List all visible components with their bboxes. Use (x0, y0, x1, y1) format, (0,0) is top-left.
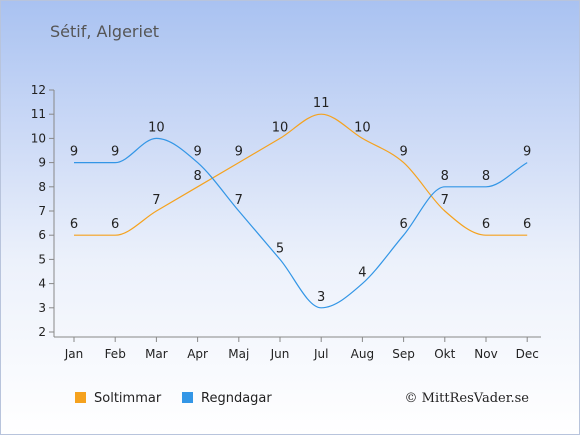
data-label-soltimmar: 9 (235, 145, 243, 160)
data-label-soltimmar: 10 (354, 120, 371, 135)
y-tick-label: 7 (38, 204, 46, 218)
y-tick-label: 5 (38, 252, 46, 266)
y-tick-label: 2 (38, 325, 46, 339)
data-label-regndagar: 9 (111, 145, 119, 160)
data-label-regndagar: 6 (399, 217, 407, 232)
x-tick-label: Apr (187, 347, 208, 361)
series-line-soltimmar (74, 113, 528, 236)
legend-item-soltimmar: Soltimmar (75, 391, 161, 406)
x-tick-label: Feb (105, 347, 126, 361)
x-tick-label: Nov (474, 347, 497, 361)
legend-swatch-regndagar (182, 392, 193, 403)
x-tick-label: Okt (434, 347, 455, 361)
data-label-soltimmar: 11 (313, 96, 330, 111)
data-label-regndagar: 4 (358, 266, 366, 281)
data-label-regndagar: 8 (482, 169, 490, 184)
x-tick-label: Mar (145, 347, 168, 361)
legend-label-soltimmar: Soltimmar (94, 391, 162, 406)
data-label-regndagar: 9 (70, 145, 78, 160)
data-label-regndagar: 9 (523, 145, 531, 160)
data-label-soltimmar: 10 (272, 120, 289, 135)
data-label-soltimmar: 6 (523, 217, 531, 232)
x-tick-label: Aug (351, 347, 374, 361)
copyright: © MittResVader.se (404, 391, 529, 406)
data-label-soltimmar: 6 (111, 217, 119, 232)
data-label-regndagar: 9 (193, 145, 201, 160)
y-tick-label: 3 (38, 301, 46, 315)
data-label-regndagar: 8 (441, 169, 449, 184)
y-tick-label: 9 (38, 156, 46, 170)
y-tick-label: 10 (31, 131, 46, 145)
x-tick-label: Maj (228, 347, 249, 361)
y-tick-label: 4 (38, 277, 46, 291)
data-label-regndagar: 10 (148, 120, 165, 135)
data-label-soltimmar: 6 (70, 217, 78, 232)
chart-title: Sétif, Algeriet (50, 22, 160, 41)
data-label-soltimmar: 6 (482, 217, 490, 232)
data-label-soltimmar: 9 (399, 145, 407, 160)
x-tick-label: Jan (64, 347, 84, 361)
data-label-regndagar: 7 (235, 193, 243, 208)
data-label-regndagar: 5 (276, 241, 284, 256)
y-tick-label: 11 (31, 107, 46, 121)
x-tick-label: Jul (313, 347, 328, 361)
data-label-soltimmar: 7 (441, 193, 449, 208)
legend-swatch-soltimmar (75, 392, 86, 403)
data-label-soltimmar: 8 (193, 169, 201, 184)
x-tick-label: Jun (270, 347, 290, 361)
legend-label-regndagar: Regndagar (201, 391, 272, 406)
y-tick-label: 6 (38, 228, 46, 242)
x-tick-label: Dec (516, 347, 539, 361)
data-label-soltimmar: 7 (152, 193, 160, 208)
y-tick-label: 8 (38, 180, 46, 194)
y-tick-label: 12 (31, 83, 46, 97)
series-line-regndagar (74, 137, 528, 309)
x-tick-label: Sep (392, 347, 415, 361)
legend-item-regndagar: Regndagar (182, 391, 272, 406)
data-label-regndagar: 3 (317, 290, 325, 305)
